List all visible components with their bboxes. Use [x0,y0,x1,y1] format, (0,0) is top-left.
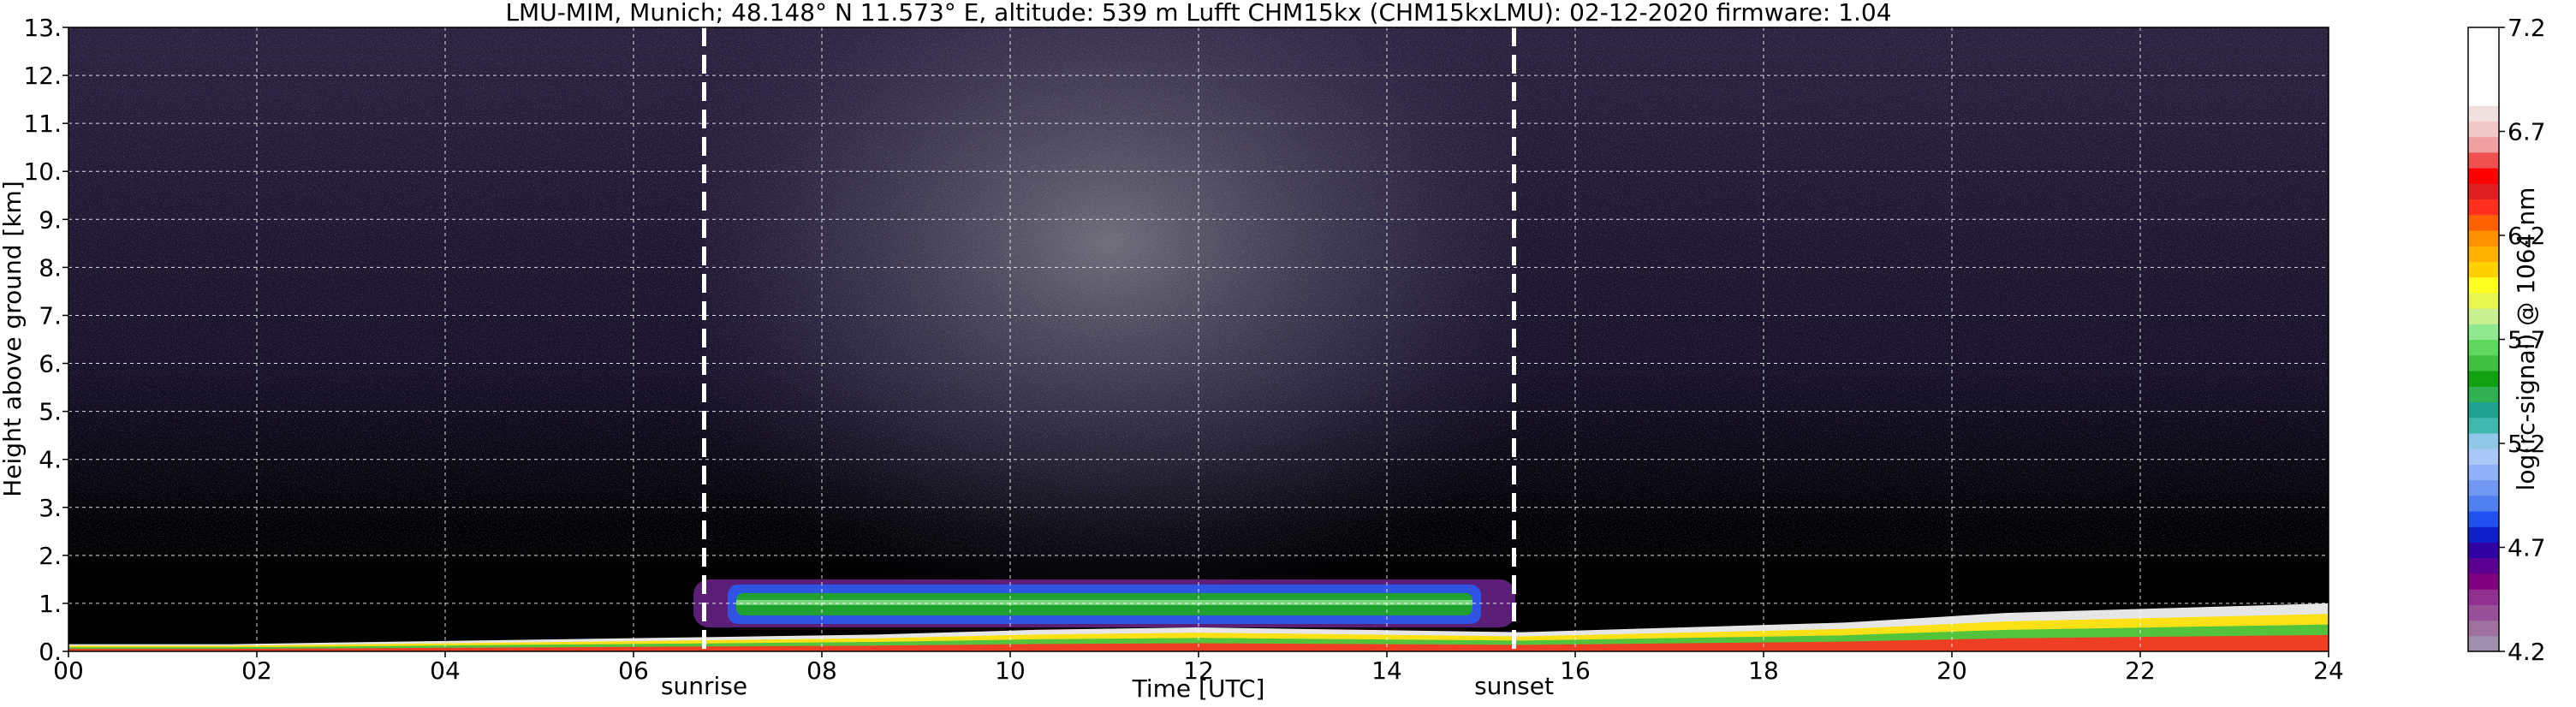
colorbar-segment [2468,43,2499,60]
x-tick-label: 02 [241,656,272,685]
colorbar-segment [2468,589,2499,605]
colorbar-segment [2468,479,2499,496]
y-tick-label: 5. [39,398,62,426]
y-tick-label: 8. [39,253,62,282]
colorbar-segment [2468,199,2499,216]
y-tick-label: 10. [23,157,62,186]
x-tick-label: 16 [1560,656,1591,685]
chart-title: LMU-MIM, Munich; 48.148° N 11.573° E, al… [505,0,1891,27]
colorbar-segment [2468,308,2499,324]
colorbar: 4.2 4.7 5.2 5.7 6.2 6.7 7.2 [2467,14,2546,666]
colorbar-segment [2468,121,2499,138]
colorbar-segment [2468,324,2499,341]
surface-layer-band [68,634,2329,651]
colorbar-segment [2468,573,2499,590]
x-axis: 00 02 04 06 08 10 12 14 16 18 20 22 24 [53,651,2344,685]
colorbar-segment [2468,105,2499,122]
colorbar-segment [2468,386,2499,402]
colorbar-segment [2468,449,2499,465]
colorbar-segment [2468,261,2499,278]
x-tick-label: 06 [618,656,649,685]
colorbar-tick-label: 6.7 [2508,118,2546,146]
colorbar-segment [2468,292,2499,309]
marker-label-sunset: sunset [1474,672,1554,700]
colorbar-segment [2468,89,2499,106]
x-tick-label: 20 [1936,656,1967,685]
colorbar-segment [2468,58,2499,75]
x-tick-label: 12 [1183,656,1214,685]
colorbar-label: log(rc-signal) @ 1064 nm [2512,187,2540,491]
sun-marker-labels: sunrise sunset [661,672,1554,700]
colorbar-segment [2468,214,2499,231]
colorbar-segment [2468,495,2499,512]
colorbar-tick-label: 5.7 [2508,326,2546,354]
colorbar-segment [2468,168,2499,184]
colorbar-segment [2468,510,2499,527]
x-tick-label: 22 [2125,656,2156,685]
colorbar-tick-label: 6.2 [2508,222,2546,250]
daytime-layer-highlight [736,599,1472,605]
colorbar-segment [2468,246,2499,262]
colorbar-segment [2468,620,2499,637]
colorbar-tick-label: 5.2 [2508,430,2546,458]
y-tick-label: 3. [39,494,62,522]
colorbar-segment [2468,604,2499,621]
y-tick-label: 4. [39,446,62,474]
colorbar-segment [2468,152,2499,169]
x-tick-label: 00 [53,656,84,685]
colorbar-segment [2468,542,2499,559]
y-tick-label: 6. [39,350,62,378]
colorbar-segment [2468,526,2499,544]
x-tick-label: 18 [1748,656,1779,685]
grid [68,27,2329,651]
colorbar-segment [2468,354,2499,371]
y-tick-label: 2. [39,542,62,570]
y-axis-label: Height above ground [km] [0,181,27,497]
x-axis-label: Time [UTC] [1132,674,1265,703]
x-tick-label: 10 [995,656,1026,685]
y-tick-label: 1. [39,590,62,618]
colorbar-segment [2468,635,2499,652]
colorbar-segment [2468,74,2499,91]
colorbar-segment [2468,464,2499,481]
colorbar-segment [2468,183,2499,200]
colorbar-segment [2468,432,2499,449]
colorbar-segment [2468,401,2499,419]
colorbar-segment [2468,557,2499,574]
noise-overlay [68,27,2329,558]
y-tick-label: 7. [39,301,62,330]
y-axis: 0. 1. 2. 3. 4. 5. 6. 7. 8. 9. 10. 11. 12. 13. [23,14,68,666]
y-tick-label: 13. [23,14,62,42]
x-tick-label: 08 [806,656,837,685]
colorbar-tick-label: 4.7 [2508,534,2546,562]
x-tick-label: 24 [2313,656,2344,685]
colorbar-segment [2468,27,2499,44]
y-tick-label: 0. [39,638,62,666]
marker-label-sunrise: sunrise [661,672,747,700]
colorbar-tick-label: 4.2 [2508,638,2546,666]
y-tick-label: 9. [39,205,62,234]
colorbar-segment [2468,229,2499,247]
plot-area [68,27,2329,651]
colorbar-segment [2468,339,2499,356]
y-tick-label: 11. [23,110,62,138]
x-tick-label: 14 [1371,656,1402,685]
sun-markers [702,27,1516,651]
y-tick-label: 12. [23,62,62,90]
x-tick-label: 04 [430,656,461,685]
colorbar-tick-label: 7.2 [2508,14,2546,42]
colorbar-segment [2468,276,2499,294]
colorbar-segment [2468,370,2499,387]
colorbar-segment [2468,417,2499,434]
colorbar-segment [2468,136,2499,153]
